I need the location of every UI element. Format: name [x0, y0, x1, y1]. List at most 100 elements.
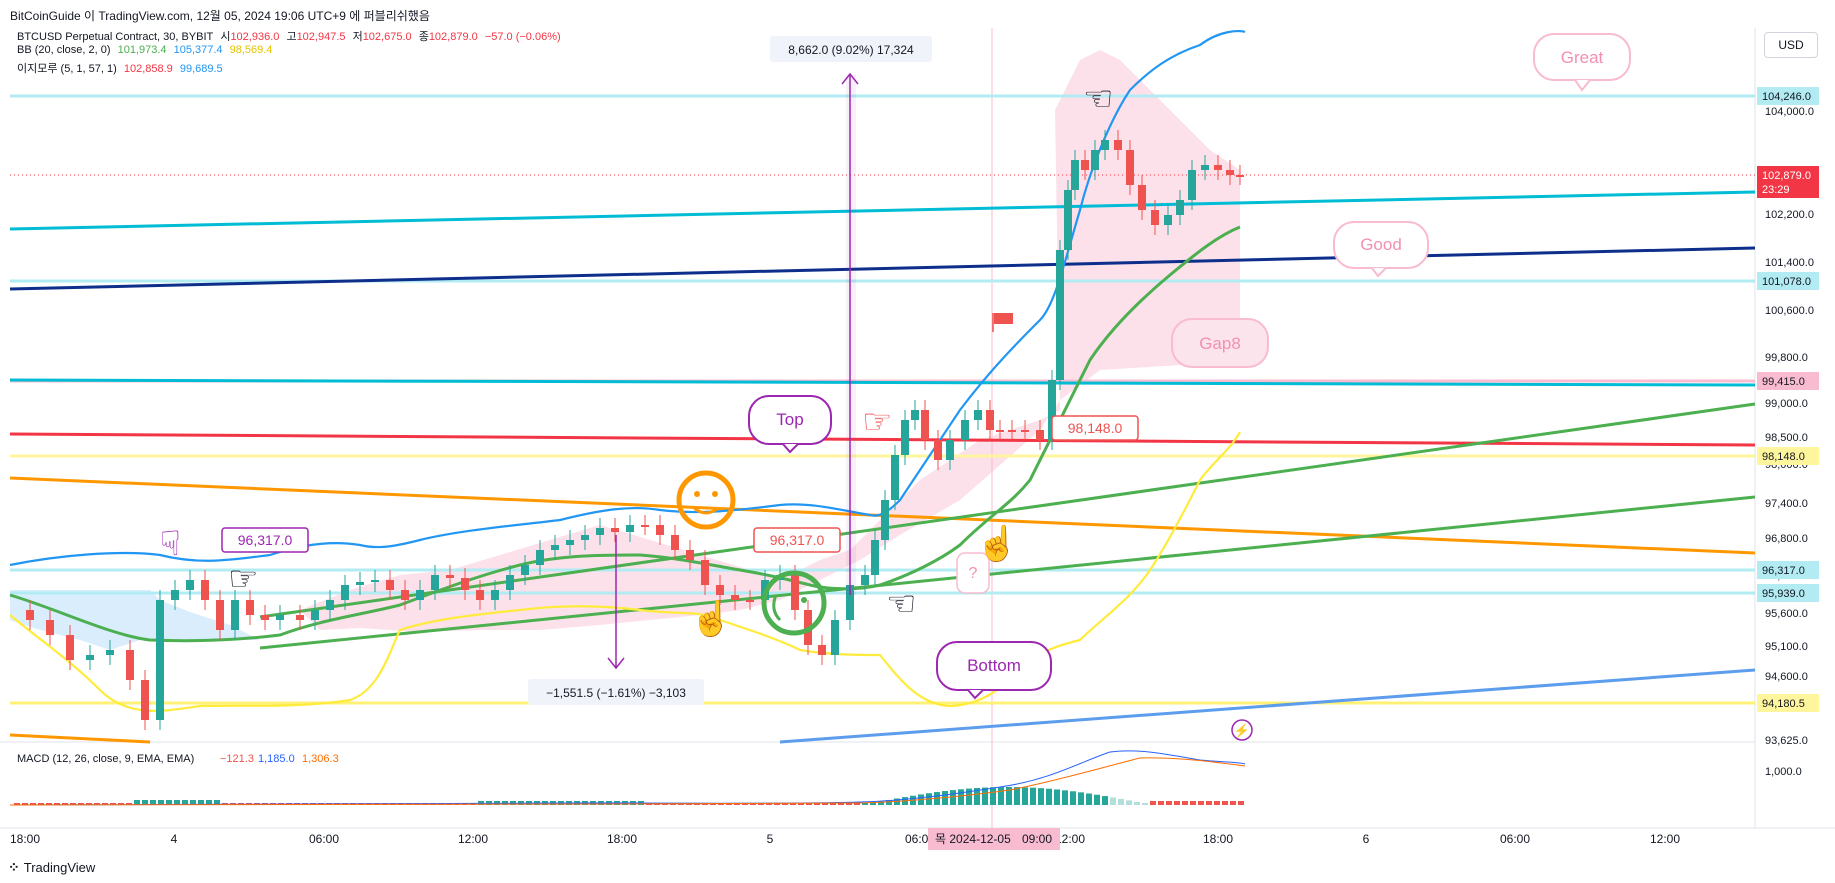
bubble-good[interactable]: Good: [1333, 221, 1429, 278]
legend-symbol-row[interactable]: BTCUSD Perpetual Contract, 30, BYBIT 시10…: [17, 28, 565, 44]
time-tick: 18:00: [607, 832, 637, 846]
macd-bar: [126, 803, 132, 805]
candle-body: [901, 420, 909, 455]
macd-bar: [46, 803, 52, 805]
bubble-good-text: Good: [1360, 235, 1402, 254]
price-countdown: 23:29: [1762, 184, 1790, 196]
candle-body: [626, 525, 634, 532]
tag-96317-mid[interactable]: 96,317.0: [753, 527, 841, 553]
candle-body: [1008, 430, 1016, 432]
macd-bar: [142, 800, 148, 805]
candle-body: [156, 600, 164, 720]
svg-text:☝: ☝: [976, 523, 1018, 564]
macd-bar: [150, 800, 156, 805]
candle-body: [126, 650, 134, 680]
candle-body: [566, 540, 574, 545]
legend-close-value: 102,879.0: [428, 31, 478, 43]
macd-bar: [1198, 801, 1204, 805]
crosshair-time: 09:00: [1022, 832, 1052, 846]
macd-bar: [134, 800, 140, 805]
currency-button[interactable]: USD: [1764, 32, 1818, 58]
macd-bar: [798, 803, 804, 805]
macd-bar: [886, 799, 892, 805]
price-tag-bg: [1757, 447, 1819, 465]
candle-body: [1126, 150, 1134, 185]
legend-open-value: 102,936.0: [230, 31, 280, 43]
candle-body: [974, 410, 982, 420]
question-bubble[interactable]: ?: [956, 552, 990, 594]
price-axis[interactable]: 104,000.0102,800.0102,200.0101,400.0100,…: [1765, 106, 1814, 747]
candle-body: [686, 550, 694, 560]
measure-up-arrow: [841, 72, 859, 85]
svg-text:☞: ☞: [862, 403, 892, 441]
macd-bar: [70, 803, 76, 805]
candle-body: [1021, 430, 1029, 432]
candle-body: [1226, 170, 1234, 175]
tag-98148[interactable]: 98,148.0: [1051, 415, 1139, 441]
bubble-top[interactable]: Top: [748, 395, 832, 454]
legend-close-label: 종: [418, 31, 429, 43]
candle-body: [231, 600, 239, 630]
bubble-bottom[interactable]: Bottom: [936, 641, 1052, 700]
macd-bar: [1054, 789, 1060, 805]
price-tag-text: 102,879.0: [1762, 170, 1811, 182]
macd-bar: [1158, 801, 1164, 805]
bubble-gap[interactable]: Gap8: [1171, 318, 1269, 368]
tag-96317-left[interactable]: 96,317.0: [221, 527, 309, 553]
candle-body: [311, 610, 319, 620]
price-tag-text: 95,939.0: [1762, 588, 1805, 600]
candle-body: [276, 615, 284, 620]
question-text: ?: [969, 565, 978, 582]
time-tick: 6: [1363, 832, 1370, 846]
candle-body: [996, 430, 1004, 432]
trendline-cyan-top: [9, 190, 1756, 231]
macd-bar: [998, 787, 1004, 805]
macd-bar: [822, 803, 828, 805]
candle-body: [371, 580, 379, 582]
candle-body: [446, 575, 454, 578]
legend-ichimoku-row[interactable]: 이지모루 (5, 1, 57, 1) 102,858.9 99,689.5: [17, 60, 227, 76]
price-tick: 95,100.0: [1765, 641, 1808, 653]
macd-bar: [22, 803, 28, 805]
footer-brand[interactable]: ⁘ TradingView: [8, 859, 95, 876]
lightning-icon[interactable]: ⚡: [1231, 719, 1253, 741]
time-tick: 18:00: [10, 832, 40, 846]
macd-bar: [1022, 787, 1028, 805]
macd-legend-label[interactable]: MACD (12, 26, close, 9, EMA, EMA): [17, 753, 194, 765]
candle-body: [881, 500, 889, 540]
legend-change: −57.0 (−0.06%): [484, 31, 561, 43]
trendline-blue-bottom: [779, 668, 1756, 744]
candle-body: [506, 575, 514, 590]
macd-bar: [742, 803, 748, 805]
macd-bar: [102, 803, 108, 805]
candle-body: [1114, 140, 1122, 150]
candle-body: [831, 620, 839, 655]
legend-ichimoku-label[interactable]: 이지모루 (5, 1, 57, 1): [17, 63, 117, 75]
measure-down-box: [528, 679, 704, 705]
candle-body: [1201, 165, 1209, 170]
macd-bar: [1046, 788, 1052, 805]
bb-basis-line: [9, 225, 1241, 643]
legend-ichimoku-v2: 99,689.5: [179, 63, 223, 75]
candle-body: [934, 440, 942, 460]
legend-bb-row[interactable]: BB (20, close, 2, 0) 101,973.4 105,377.4…: [17, 44, 276, 56]
macd-bar: [1078, 792, 1084, 805]
candle-body: [1036, 430, 1044, 440]
bubble-great[interactable]: Great: [1533, 33, 1631, 92]
macd-bar: [1006, 787, 1012, 805]
legend-open-label: 시: [220, 31, 231, 43]
candle-body: [386, 580, 394, 590]
legend-bb-label[interactable]: BB (20, close, 2, 0): [17, 44, 111, 56]
legend-symbol[interactable]: BTCUSD Perpetual Contract, 30, BYBIT: [17, 31, 214, 43]
time-tick: 5: [767, 832, 774, 846]
crosshair-time-box: [928, 828, 1060, 850]
crosshair-date: 목 2024-12-05: [935, 832, 1011, 846]
time-axis[interactable]: 18:00 4 06:00 12:00 18:00 5 06:00 12:00 18:00 6 06…: [10, 832, 1680, 846]
candle-body: [731, 595, 739, 600]
macd-bar: [1214, 801, 1220, 805]
svg-text:☟: ☟: [160, 525, 181, 563]
candle-body: [871, 540, 879, 575]
macd-bar: [814, 803, 820, 805]
candle-body: [1176, 200, 1184, 215]
